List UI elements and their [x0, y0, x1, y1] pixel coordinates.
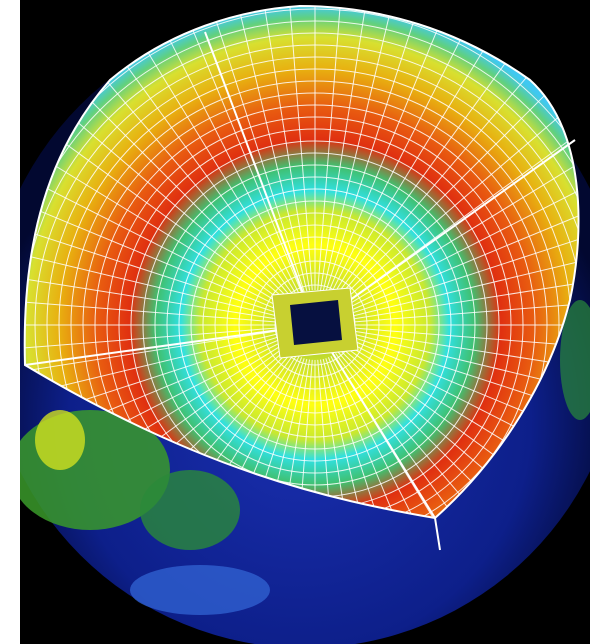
core-hole	[290, 300, 342, 345]
land	[35, 410, 85, 470]
land	[140, 470, 240, 550]
page: (() => { const data = JSON.parse(documen…	[0, 0, 603, 644]
visualization	[0, 0, 603, 644]
ocean-patch	[130, 565, 270, 615]
